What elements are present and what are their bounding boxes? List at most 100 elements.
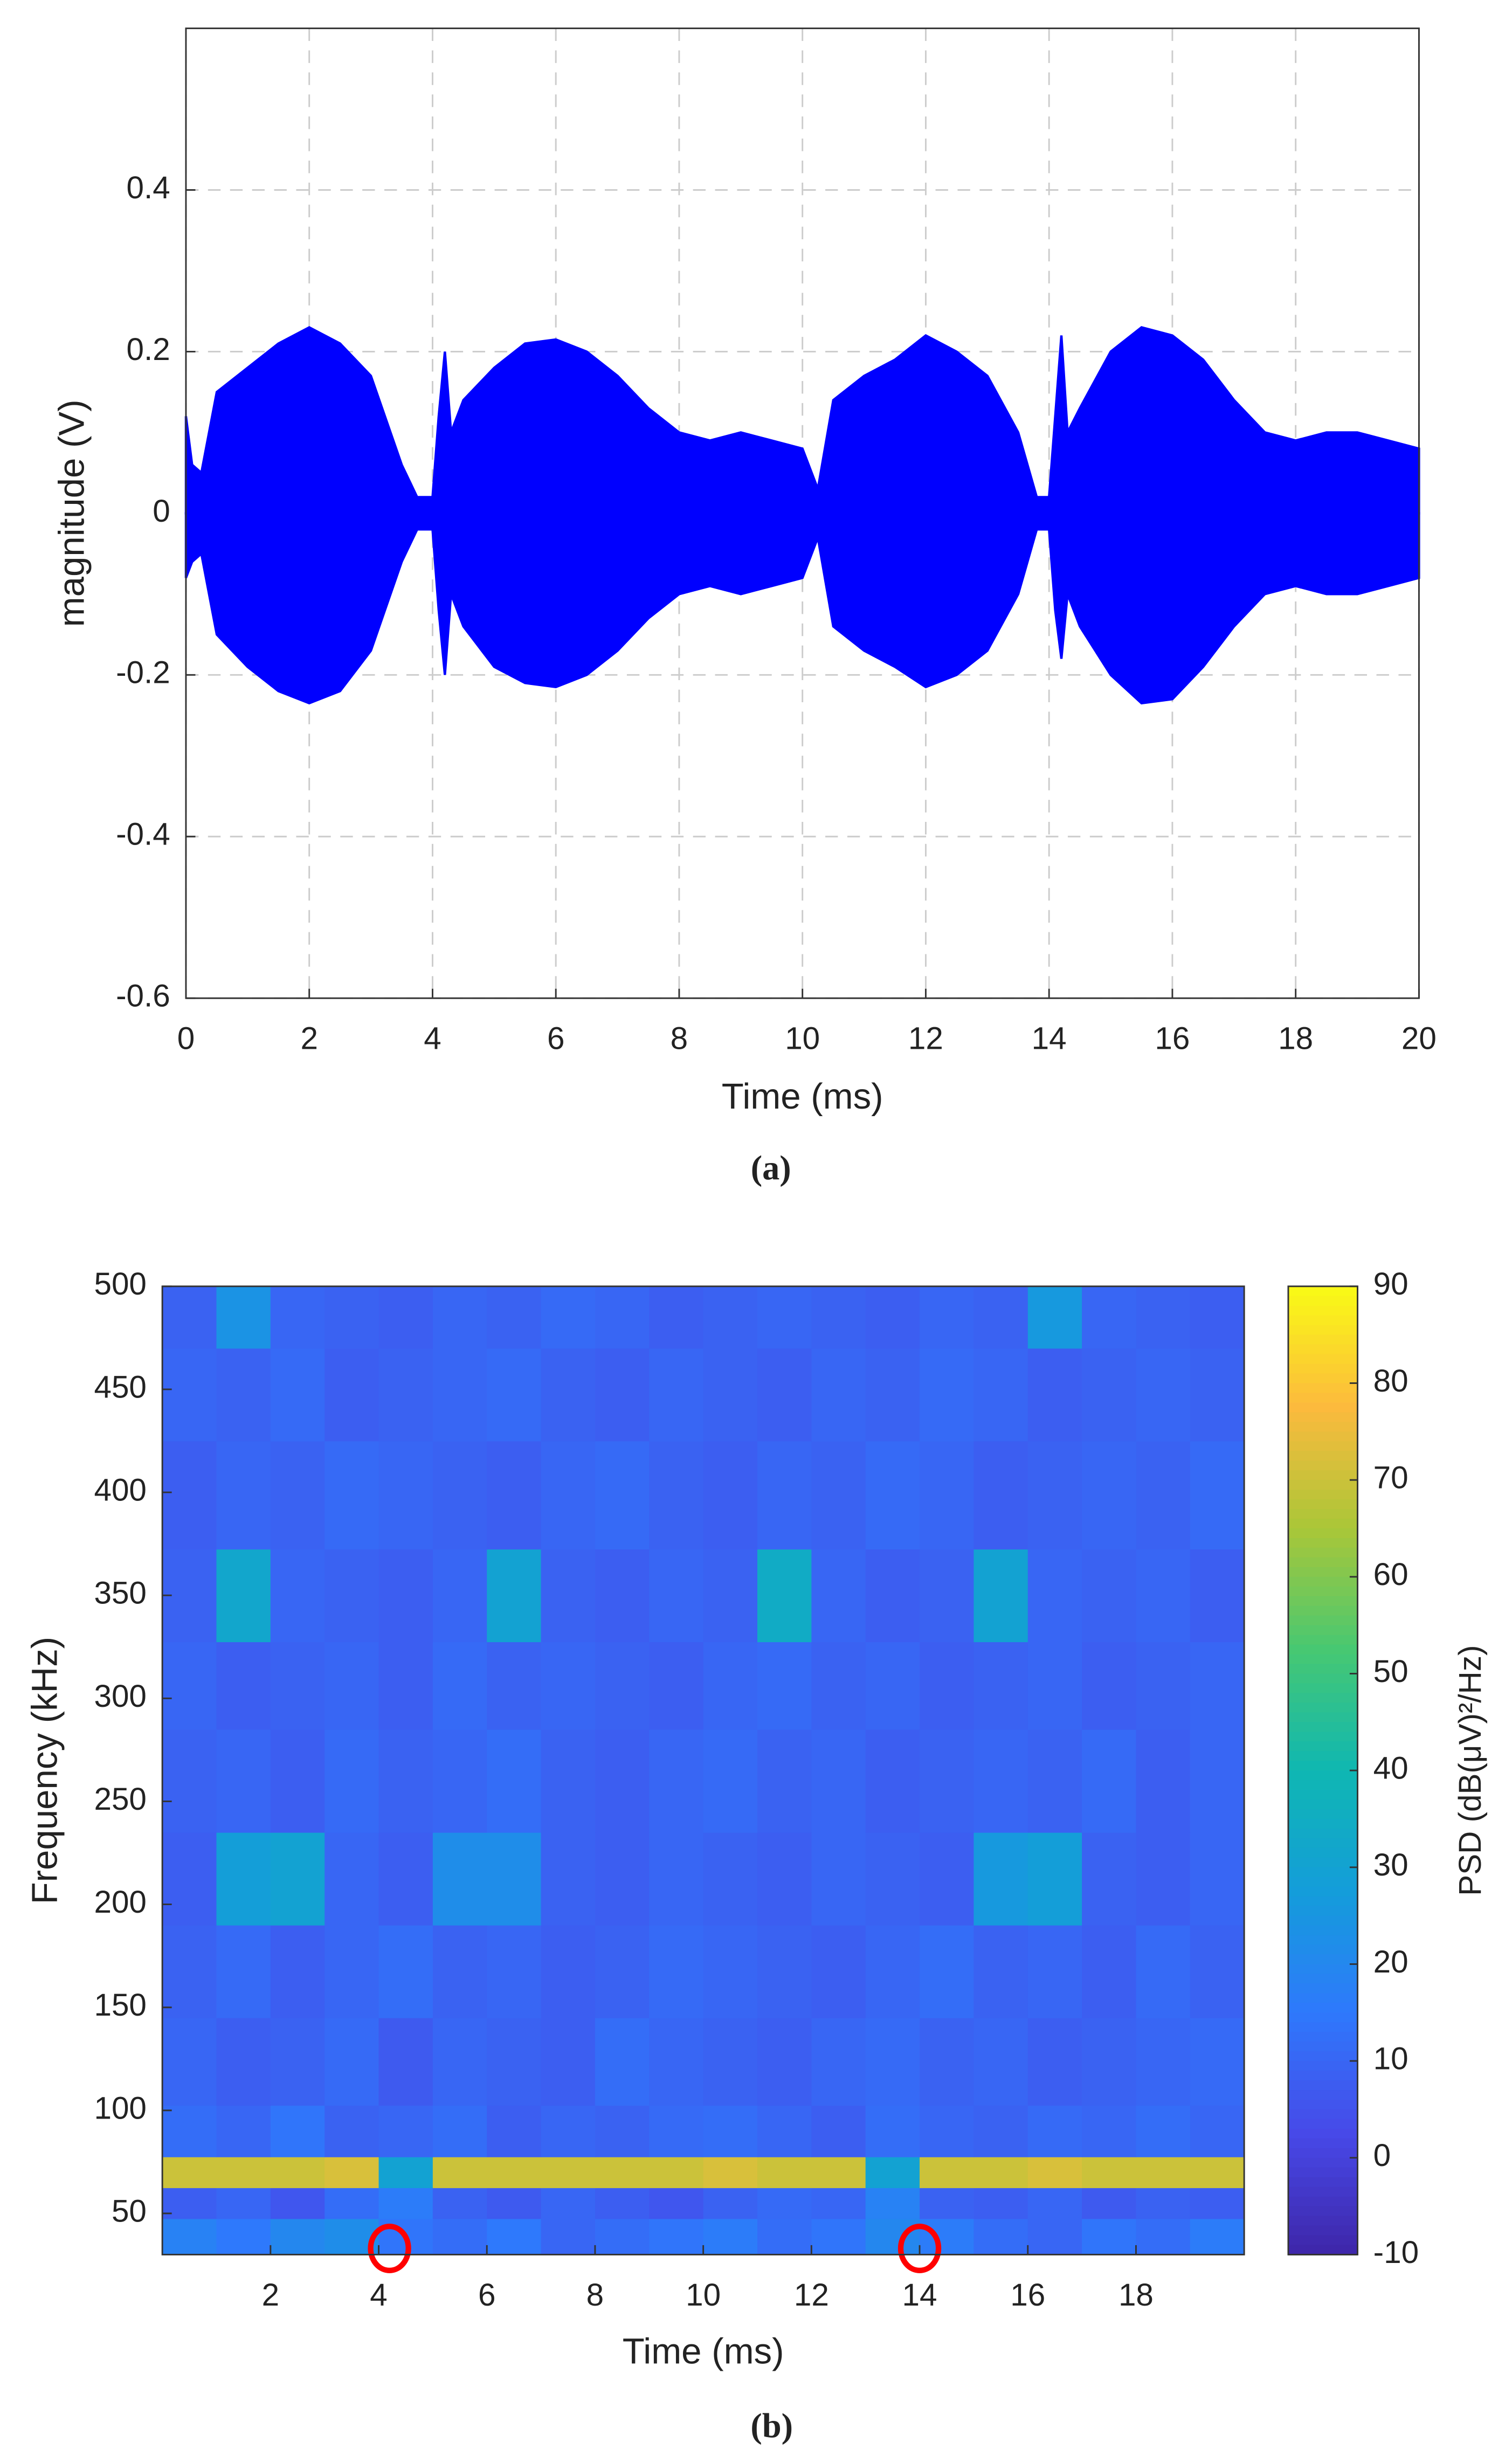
heatmap-cell	[865, 1832, 920, 1926]
heatmap-cell	[162, 2188, 217, 2219]
signal-envelope	[184, 512, 1420, 705]
y-tick-label: 250	[94, 1782, 146, 1817]
heatmap-cell	[703, 2218, 758, 2255]
heatmap-cell	[1136, 1642, 1191, 1730]
heatmap-cell	[432, 1832, 488, 1926]
heatmap-cell	[703, 1642, 758, 1730]
colorbar-strip	[1288, 1499, 1358, 1510]
colorbar-strip	[1288, 1712, 1358, 1723]
x-tick-label: 16	[1010, 2278, 1045, 2313]
heatmap-cell	[1027, 1286, 1082, 1349]
heatmap-cell	[1027, 1642, 1082, 1730]
heatmap-cell	[974, 2017, 1028, 2106]
y-tick-label: 100	[94, 2091, 146, 2126]
colorbar-strip	[1288, 1683, 1358, 1694]
colorbar-strip	[1288, 1344, 1358, 1355]
colorbar-label: PSD (dB(μV)²/Hz)	[1453, 1645, 1488, 1896]
heatmap-cell	[541, 2017, 596, 2106]
heatmap-cell	[432, 2156, 488, 2189]
heatmap-cell	[649, 1925, 704, 2018]
heatmap-cell	[487, 1549, 542, 1643]
heatmap-cell	[1082, 2218, 1137, 2255]
heatmap-cell	[1082, 1441, 1137, 1550]
x-tick-label: 14	[1032, 1021, 1067, 1056]
heatmap-cell	[541, 1832, 596, 1926]
x-tick-label: 8	[671, 1021, 688, 1056]
heatmap-cell	[703, 1832, 758, 1926]
heatmap-cell	[541, 1642, 596, 1730]
heatmap-cell	[811, 2105, 866, 2157]
x-tick-label: 20	[1401, 1021, 1437, 1056]
heatmap-cell	[1082, 2017, 1137, 2106]
heatmap-cell	[1082, 1925, 1137, 2018]
y-axis-label: magnitude (V)	[51, 399, 92, 627]
colorbar-strip	[1288, 1296, 1358, 1307]
colorbar-strip	[1288, 1615, 1358, 1626]
heatmap-cell	[1082, 1348, 1137, 1442]
colorbar-strip	[1288, 1751, 1358, 1762]
heatmap-cell	[270, 1925, 326, 2018]
heatmap-cell	[270, 1549, 326, 1643]
colorbar-strip	[1288, 1847, 1358, 1859]
colorbar-strip	[1288, 1518, 1358, 1529]
heatmap-cell	[1136, 1925, 1191, 2018]
colorbar-strip	[1288, 1993, 1358, 2004]
x-tick-label: 18	[1278, 1021, 1313, 1056]
heatmap-cell	[1027, 2017, 1082, 2106]
heatmap-cell	[703, 2017, 758, 2106]
heatmap-cell	[811, 1925, 866, 2018]
colorbar-strip	[1288, 1557, 1358, 1568]
colorbar-tick-label: -10	[1373, 2235, 1419, 2270]
heatmap-cell	[432, 1441, 488, 1550]
heatmap-cell	[1027, 1549, 1082, 1643]
heatmap-cell	[216, 2188, 271, 2219]
heatmap-cell	[974, 1832, 1028, 1926]
colorbar-strip	[1288, 2128, 1358, 2140]
heatmap-cell	[920, 1441, 975, 1550]
heatmap-cell	[325, 2156, 379, 2189]
heatmap-cell	[757, 1832, 812, 1926]
heatmap-cell	[162, 1925, 217, 2018]
heatmap-cell	[270, 1729, 326, 1833]
heatmap-cell	[1082, 1286, 1137, 1349]
y-tick-label: 150	[94, 1988, 146, 2023]
heatmap-cell	[216, 1348, 271, 1442]
heatmap-cell	[1190, 2188, 1245, 2219]
heatmap-cell	[487, 1642, 542, 1730]
colorbar-strip	[1288, 1906, 1358, 1917]
x-tick-label: 12	[794, 2278, 829, 2313]
heatmap-cell	[1136, 1286, 1191, 1349]
heatmap-cell	[541, 1549, 596, 1643]
heatmap-cell	[757, 2188, 812, 2219]
colorbar-strip	[1288, 1286, 1358, 1297]
colorbar-strip	[1288, 2148, 1358, 2159]
colorbar-tick-label: 0	[1373, 2138, 1391, 2173]
heatmap-cell	[487, 2218, 542, 2255]
x-tick-label: 0	[177, 1021, 195, 1056]
colorbar-strip	[1288, 1538, 1358, 1549]
heatmap-cell	[703, 2188, 758, 2219]
y-tick-label: -0.2	[116, 655, 170, 690]
x-tick-label: 6	[547, 1021, 564, 1056]
heatmap-cell	[703, 1549, 758, 1643]
heatmap	[162, 1286, 1245, 2255]
colorbar-strip	[1288, 2245, 1358, 2255]
heatmap-cell	[920, 1925, 975, 2018]
heatmap-cell	[162, 1348, 217, 1442]
colorbar-strip	[1288, 1915, 1358, 1927]
heatmap-cell	[757, 2156, 812, 2189]
x-axis-label: Time (ms)	[722, 1076, 883, 1117]
heatmap-cell	[595, 1286, 650, 1349]
heatmap-cell	[1190, 1348, 1245, 1442]
heatmap-cell	[541, 1348, 596, 1442]
colorbar-strip	[1288, 2051, 1358, 2062]
heatmap-cell	[1027, 2105, 1082, 2157]
heatmap-cell	[974, 2188, 1028, 2219]
colorbar-strip	[1288, 1576, 1358, 1588]
colorbar-strip	[1288, 1944, 1358, 1955]
colorbar-strip	[1288, 1354, 1358, 1365]
colorbar-strip	[1288, 1305, 1358, 1317]
heatmap-cell	[811, 1348, 866, 1442]
heatmap-cell	[216, 2218, 271, 2255]
colorbar-strip	[1288, 1528, 1358, 1539]
